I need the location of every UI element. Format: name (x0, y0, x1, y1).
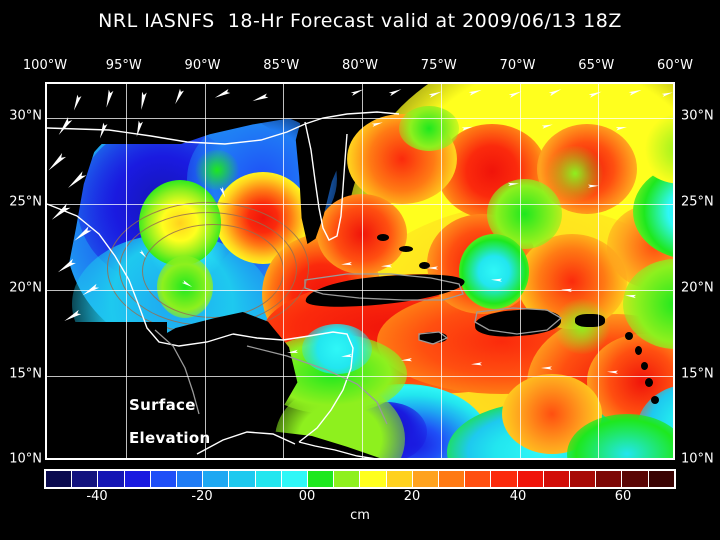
colorbar-swatch (412, 471, 440, 487)
colorbar-swatch (570, 471, 597, 487)
lon-tick-label: 85°W (263, 58, 300, 73)
colorbar-swatch (308, 471, 335, 487)
lat-tick-label: 15°N (681, 366, 714, 382)
colorbar-swatch (124, 471, 151, 487)
colorbar-swatch (360, 471, 387, 487)
colorbar-swatch (517, 471, 544, 487)
colorbar-swatch (491, 471, 518, 487)
page-title: NRL IASNFS 18-Hr Forecast valid at 2009/… (98, 10, 622, 32)
colorbar[interactable] (44, 469, 676, 489)
lat-tick-label: 20°N (9, 280, 42, 296)
lat-tick-label: 15°N (9, 366, 42, 382)
latitude-axis-left: 30°N 25°N 20°N 15°N 10°N (0, 0, 42, 540)
colorbar-swatch (177, 471, 204, 487)
colorbar-swatch (281, 471, 309, 487)
colorbar-tick-label: 00 (298, 489, 316, 504)
colorbar-swatch (439, 471, 466, 487)
colorbar-tick-label: -20 (191, 489, 213, 504)
colorbar-swatch (46, 471, 73, 487)
grid-line-vertical (283, 84, 285, 458)
lon-tick-label: 80°W (342, 58, 378, 73)
colorbar-tick-label: -40 (86, 489, 108, 504)
lat-tick-label: 30°N (681, 108, 714, 124)
lon-tick-label: 65°W (578, 58, 615, 73)
grid-line-horizontal (47, 118, 673, 119)
colorbar-swatch (648, 471, 674, 487)
lon-tick-label: 90°W (184, 58, 221, 73)
colorbar-tick-label: 40 (509, 489, 527, 504)
current-vector-field (48, 88, 673, 374)
colorbar-swatch (596, 471, 623, 487)
lat-tick-label: 30°N (9, 108, 42, 124)
colorbar-swatch (203, 471, 230, 487)
colorbar-tick-labels: -40 -20 00 20 40 60 (0, 489, 720, 507)
colorbar-tick-label: 60 (614, 489, 632, 504)
lon-tick-label: 70°W (499, 58, 536, 73)
lon-tick-label: 95°W (105, 58, 142, 73)
lon-tick-label: 100°W (22, 58, 68, 73)
coastline-overlay (47, 111, 563, 458)
grid-line-vertical (204, 84, 206, 458)
lat-tick-label: 10°N (9, 451, 42, 467)
colorbar-swatch (465, 471, 492, 487)
lat-tick-label: 10°N (681, 451, 714, 467)
grid-line-horizontal (47, 290, 673, 291)
lon-tick-label: 60°W (657, 58, 693, 73)
colorbar-swatch (150, 471, 178, 487)
lon-tick-label: 75°W (420, 58, 457, 73)
latitude-axis-right: 30°N 25°N 20°N 15°N 10°N (681, 0, 720, 540)
map-plot-area[interactable]: Surface Elevation (45, 82, 675, 460)
grid-line-vertical (519, 84, 521, 458)
lat-tick-label: 20°N (681, 280, 714, 296)
overlay-caption-line1: Surface (129, 396, 196, 414)
lat-tick-label: 25°N (681, 194, 714, 210)
colorbar-unit-label: cm (350, 508, 370, 523)
grid-line-vertical (362, 84, 363, 458)
colorbar-swatch (72, 471, 99, 487)
grid-line-vertical (125, 84, 127, 458)
colorbar-swatch (334, 471, 361, 487)
grid-line-vertical (598, 84, 600, 458)
surface-elevation-field: Surface Elevation (47, 84, 673, 458)
colorbar-swatch (622, 471, 649, 487)
grid-line-vertical (440, 84, 442, 458)
overlay-caption-line2: Elevation (129, 429, 211, 447)
colorbar-swatch (98, 471, 125, 487)
grid-line-horizontal (47, 376, 673, 377)
colorbar-swatch (229, 471, 256, 487)
colorbar-swatch (255, 471, 282, 487)
lat-tick-label: 25°N (9, 194, 42, 210)
colorbar-swatch (386, 471, 413, 487)
longitude-axis: 100°W 95°W 90°W 85°W 80°W 75°W 70°W 65°W… (0, 58, 720, 76)
grid-line-horizontal (47, 204, 673, 205)
colorbar-swatch (543, 471, 571, 487)
colorbar-tick-label: 20 (403, 489, 421, 504)
